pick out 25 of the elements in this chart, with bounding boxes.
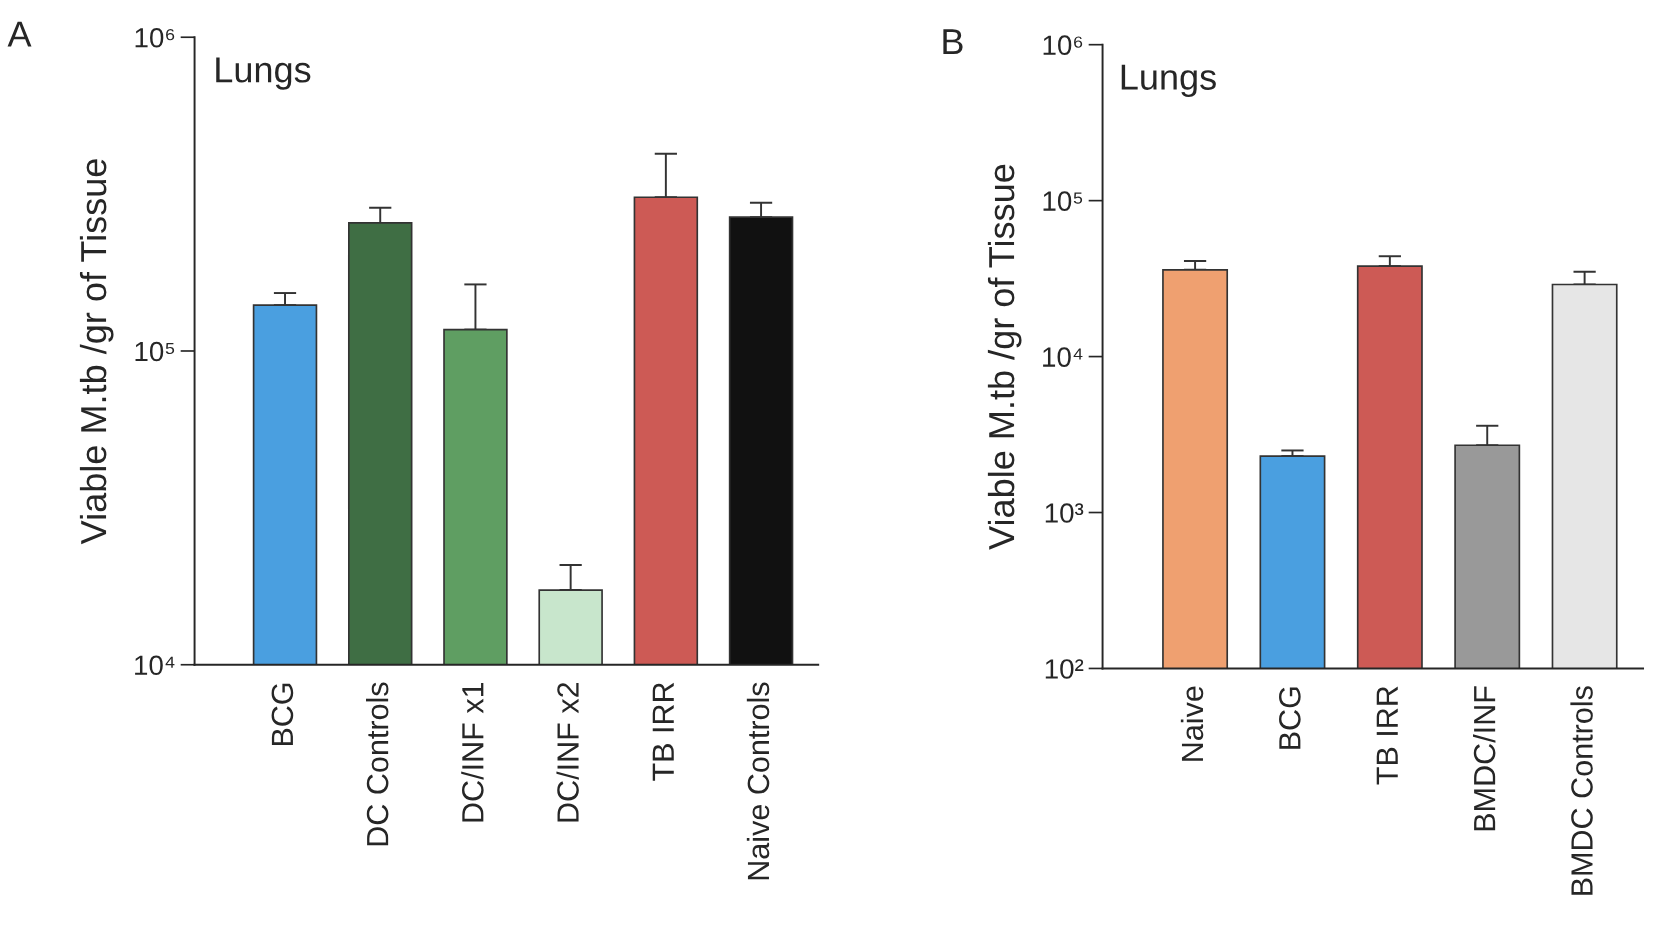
text: Lungs — [216, 57, 311, 90]
text: A — [7, 21, 32, 47]
y-tick-label: 10⁵ — [1043, 191, 1083, 211]
text: Lungs — [1121, 64, 1216, 98]
x-tick-label: DC Controls — [365, 682, 389, 846]
y-tick-label: 10⁴ — [135, 655, 175, 676]
x-tick-label: TB IRR — [652, 682, 674, 781]
x-tick-label: BCG — [1279, 687, 1301, 749]
y-tick-label: 10⁶ — [135, 27, 175, 48]
x-tick-label: BMDC/INF — [1472, 686, 1496, 831]
y-tick-label: 10³ — [1045, 503, 1084, 523]
y-tick-label: 10⁵ — [135, 341, 175, 362]
x-tick-label: DC/INF x2 — [556, 682, 579, 822]
x-tick-label: DC/INF x1 — [461, 682, 484, 822]
y-tick-label: 10⁴ — [1043, 347, 1083, 367]
x-tick-label: TB IRR — [1376, 686, 1398, 785]
x-tick-label: Naive Controls — [746, 682, 770, 880]
y-tick-label: 10² — [1045, 659, 1084, 679]
x-tick-label: BCG — [271, 683, 294, 746]
x-tick-label: BMDC Controls — [1570, 686, 1593, 895]
x-tick-label: Naive — [1180, 686, 1204, 761]
y-tick-label: 10⁶ — [1043, 35, 1083, 56]
y-axis-title: Viable M.tb /gr of Tissue — [79, 159, 114, 545]
y-axis-title: Viable M.tb /gr of Tissue — [987, 164, 1022, 550]
text: B — [943, 29, 963, 55]
